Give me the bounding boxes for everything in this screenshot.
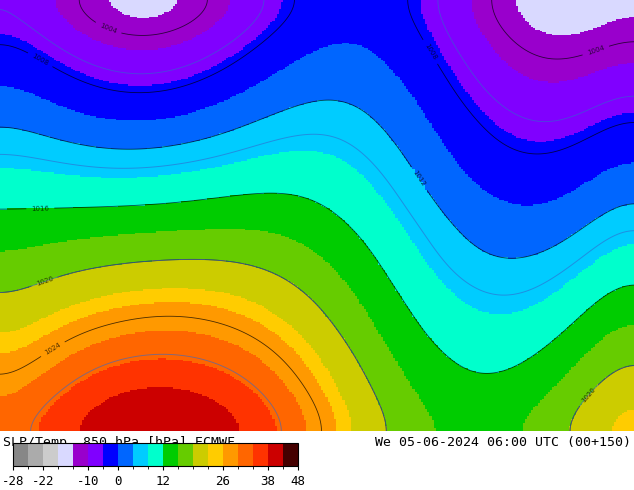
Text: SLP/Temp. 850 hPa [hPa] ECMWF: SLP/Temp. 850 hPa [hPa] ECMWF — [3, 436, 235, 449]
Text: 1008: 1008 — [423, 43, 437, 61]
Text: 1020: 1020 — [580, 387, 597, 404]
Text: 1016: 1016 — [31, 205, 49, 212]
Text: 1024: 1024 — [44, 342, 62, 356]
Text: 1008: 1008 — [31, 52, 49, 67]
Text: 1012: 1012 — [412, 170, 427, 188]
Text: 1004: 1004 — [99, 23, 117, 35]
Text: We 05-06-2024 06:00 UTC (00+150): We 05-06-2024 06:00 UTC (00+150) — [375, 436, 631, 449]
Text: 1004: 1004 — [586, 45, 605, 56]
Text: 1020: 1020 — [35, 276, 54, 287]
